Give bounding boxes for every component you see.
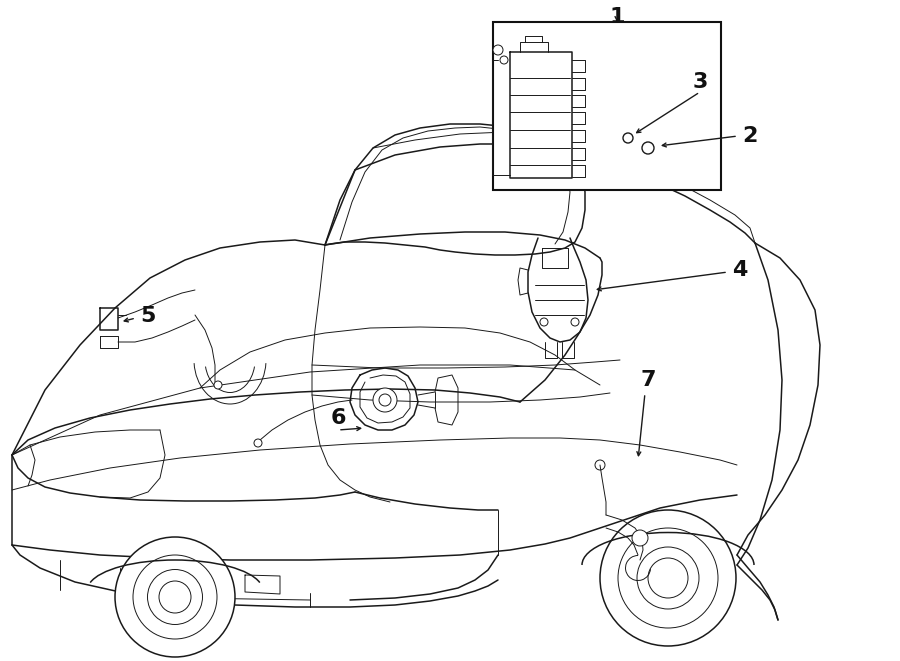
Circle shape [214, 381, 222, 389]
Circle shape [500, 56, 508, 64]
Circle shape [540, 318, 548, 326]
Circle shape [595, 460, 605, 470]
Circle shape [618, 528, 718, 628]
Text: 7: 7 [640, 370, 656, 390]
Circle shape [600, 510, 736, 646]
Circle shape [159, 581, 191, 613]
Text: 3: 3 [692, 72, 707, 92]
Text: 5: 5 [140, 306, 156, 326]
Text: 4: 4 [733, 260, 748, 280]
Circle shape [379, 394, 391, 406]
Text: 6: 6 [330, 408, 346, 428]
Circle shape [648, 558, 688, 598]
Circle shape [632, 530, 648, 546]
Circle shape [373, 388, 397, 412]
Circle shape [623, 133, 633, 143]
Circle shape [642, 142, 654, 154]
Circle shape [571, 318, 579, 326]
Circle shape [133, 555, 217, 639]
Bar [493, 22, 721, 190]
Circle shape [254, 439, 262, 447]
Circle shape [493, 45, 503, 55]
Text: 2: 2 [742, 126, 758, 146]
Circle shape [115, 537, 235, 657]
Text: 1: 1 [609, 7, 625, 27]
